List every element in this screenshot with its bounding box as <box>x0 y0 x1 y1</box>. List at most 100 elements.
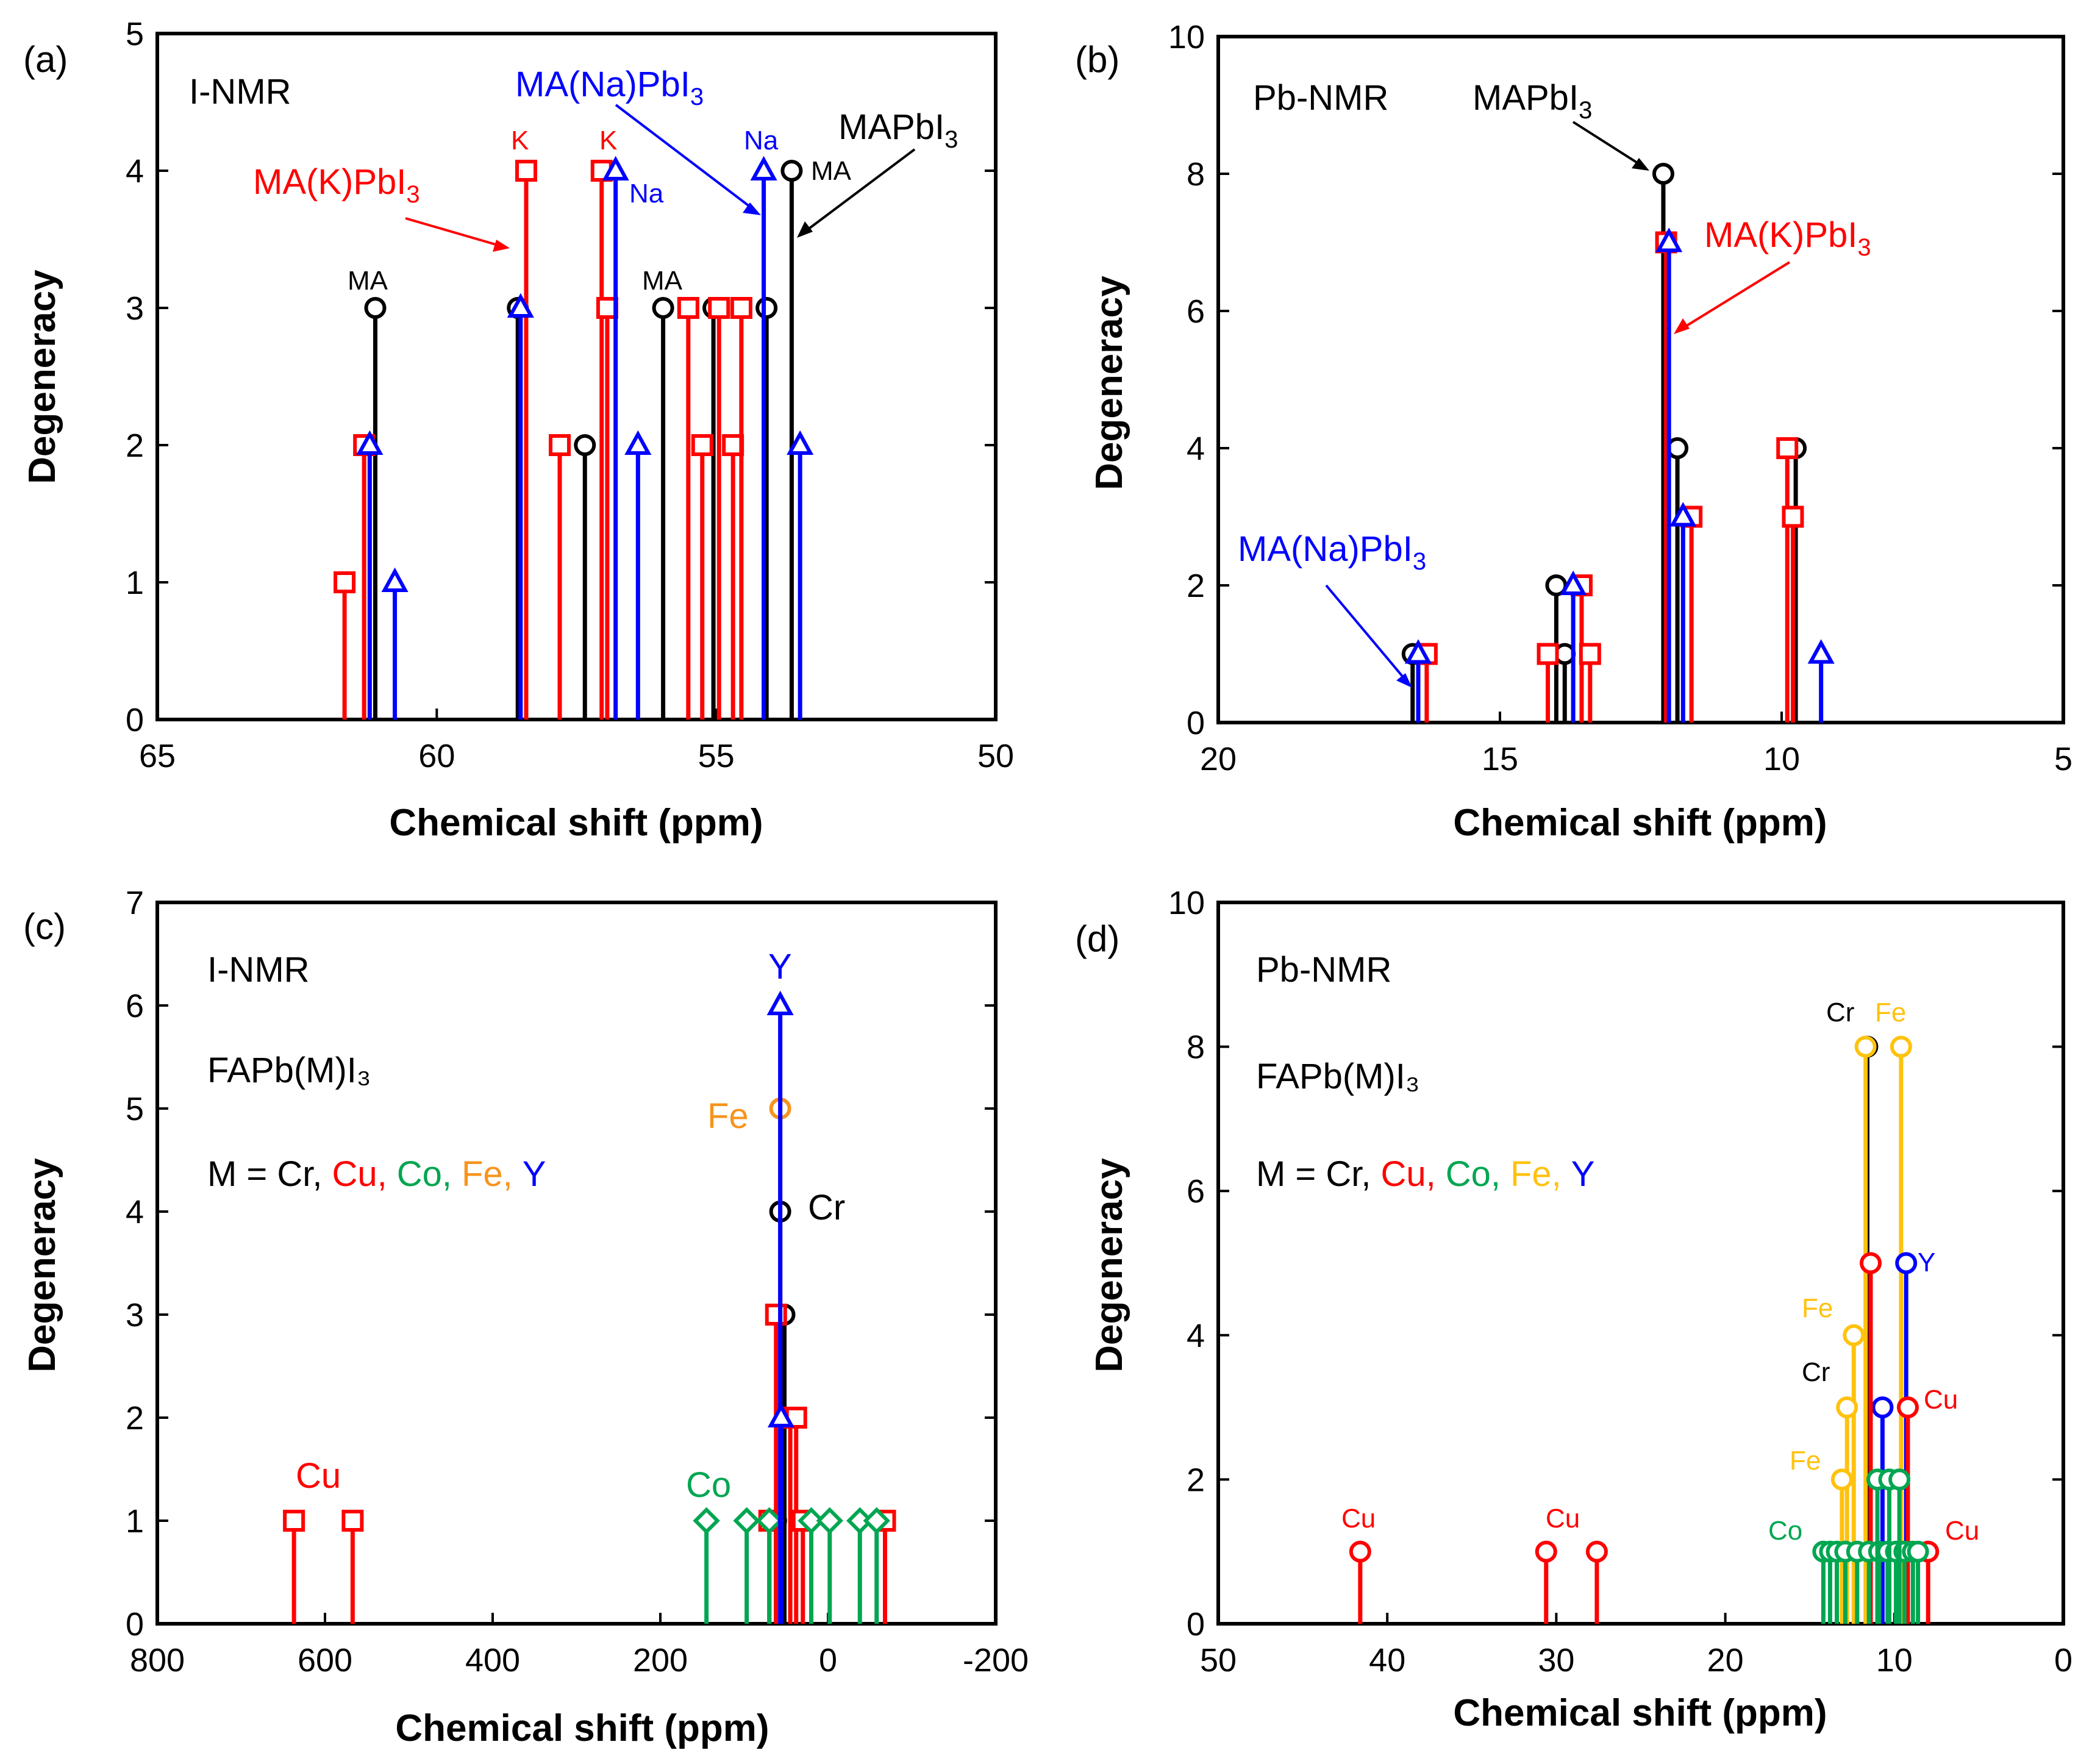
data-point-cu <box>1585 1540 1608 1624</box>
arrowhead-ma-na-b <box>1396 673 1412 688</box>
y-tick-label: 4 <box>1187 1318 1205 1354</box>
marker <box>1830 1468 1853 1491</box>
data-point-ma-k-pbi3 <box>549 434 571 720</box>
panel-b-xlabel: Chemical shift (ppm) <box>1453 802 1827 844</box>
marker <box>1535 1540 1557 1563</box>
marker <box>341 1510 364 1532</box>
data-point-ma-k-pbi3 <box>1579 643 1601 723</box>
data-point-co <box>863 1507 890 1624</box>
y-tick-label: 2 <box>126 427 144 464</box>
marker <box>1585 1540 1608 1563</box>
ann-ma-2: MA <box>642 266 683 296</box>
ann-d-cu-1: Cu <box>1341 1504 1376 1534</box>
data-point-ma-k-pbi3 <box>1537 643 1559 723</box>
ann-d-fe-1: Fe <box>1875 998 1906 1027</box>
data-point-mapbi3 <box>780 160 803 720</box>
marker <box>1560 570 1587 595</box>
panel-a-letter: (a) <box>23 39 68 80</box>
marker <box>780 160 803 182</box>
marker <box>691 434 713 456</box>
data-point-ma-k-pbi3 <box>1776 437 1799 723</box>
data-point-cu <box>1535 1540 1557 1624</box>
marker <box>755 297 778 319</box>
arrowhead-ma-na-a <box>743 202 761 215</box>
panel-c-xlabel: Chemical shift (ppm) <box>395 1707 769 1749</box>
marker <box>1895 1252 1918 1274</box>
y-tick-label: 4 <box>126 1194 144 1230</box>
data-point-co <box>755 1507 783 1624</box>
series-label-mapbi3: MAPbI3 <box>838 107 958 153</box>
panel-c-compound: FAPb(M)I₃ <box>207 1051 371 1090</box>
y-tick-label: 5 <box>126 16 144 52</box>
panel-a-stems <box>334 155 814 720</box>
data-point-mapbi3 <box>1652 163 1674 723</box>
panel-c-ticks: 800 600 400 200 0 -200 0 1 2 3 4 5 6 7 <box>126 885 1029 1679</box>
data-point-ma-na-pbi3 <box>507 293 534 720</box>
x-tick-label: 15 <box>1482 741 1518 777</box>
data-point-ma-k-pbi3 <box>1782 505 1804 723</box>
ann-na-2: Na <box>744 126 779 155</box>
marker <box>1537 643 1559 665</box>
x-tick-label: 10 <box>1763 741 1800 777</box>
data-point-y <box>1871 1396 1894 1624</box>
marker <box>1896 1396 1919 1419</box>
y-tick-label: 4 <box>1187 430 1205 467</box>
data-point-ma-k-pbi3 <box>708 297 730 720</box>
ann-d-cr-1: Cr <box>1826 998 1854 1027</box>
data-point-ma-k-pbi3 <box>691 434 713 720</box>
marker <box>381 567 409 592</box>
y-tick-label: 10 <box>1168 19 1205 55</box>
panel-a-plot-frame <box>155 32 998 721</box>
data-point-mapbi3 <box>574 434 596 720</box>
ann-d-fe-3: Fe <box>1790 1446 1821 1476</box>
y-tick-label: 8 <box>1187 156 1205 193</box>
data-point-ma-k-pbi3 <box>1655 231 1677 723</box>
marker <box>798 1507 825 1535</box>
data-point-ma-na-pbi3 <box>356 430 384 720</box>
panel-d-stems <box>1349 1035 1940 1624</box>
arrow-ma-k-a <box>405 217 501 247</box>
x-tick-label: 20 <box>1200 741 1237 777</box>
ann-d-cu-3: Cu <box>1924 1385 1958 1415</box>
marker <box>602 155 629 180</box>
marker <box>1349 1540 1371 1563</box>
data-point-ma-k-pbi3 <box>730 297 752 720</box>
y-tick-label: 8 <box>1187 1029 1205 1066</box>
data-point-co <box>1888 1468 1911 1624</box>
data-point-ma-na-pbi3 <box>1404 639 1432 723</box>
y-tick-label: 6 <box>1187 293 1205 330</box>
y-tick-label: 2 <box>126 1400 144 1437</box>
marker <box>733 1507 760 1535</box>
panel-c: (c) 800 600 400 200 0 -200 0 1 2 3 4 5 6 7 I-NMR FAPb… <box>21 885 1029 1749</box>
ann-ma-1: MA <box>348 266 388 296</box>
panel-d-plot-frame <box>1216 901 2065 1626</box>
y-tick-label: 3 <box>126 1297 144 1334</box>
panel-a-ticks: 65 60 55 50 0 1 2 3 4 5 <box>126 16 1014 774</box>
x-tick-label: 20 <box>1707 1642 1744 1679</box>
y-tick-label: 0 <box>1187 1606 1205 1643</box>
ann-d-fe-2: Fe <box>1802 1293 1833 1323</box>
marker <box>1579 643 1601 665</box>
series-label-mapbi3-b: MAPbI3 <box>1473 78 1592 124</box>
x-tick-label: 50 <box>1200 1642 1237 1679</box>
ann-c-co: Co <box>686 1465 731 1505</box>
marker <box>1890 1035 1912 1058</box>
x-tick-label: 400 <box>465 1642 520 1679</box>
ann-d-y: Y <box>1918 1248 1935 1277</box>
series-label-ma-na-pbi3: MA(Na)PbI3 <box>515 65 704 110</box>
arrow-ma-k-b <box>1682 261 1791 329</box>
marker <box>624 430 652 455</box>
data-point-cu <box>341 1510 364 1624</box>
y-tick-label: 6 <box>126 988 144 1024</box>
y-tick-label: 0 <box>1187 705 1205 741</box>
marker <box>765 1304 787 1326</box>
data-point-co <box>733 1507 760 1624</box>
data-point-mapbi3 <box>652 297 674 720</box>
x-tick-label: 65 <box>139 738 176 774</box>
ann-c-cu: Cu <box>296 1456 341 1496</box>
data-point-mapbi3 <box>364 297 387 720</box>
y-tick-label: 4 <box>126 153 144 190</box>
data-point-ma-na-pbi3 <box>624 430 652 720</box>
